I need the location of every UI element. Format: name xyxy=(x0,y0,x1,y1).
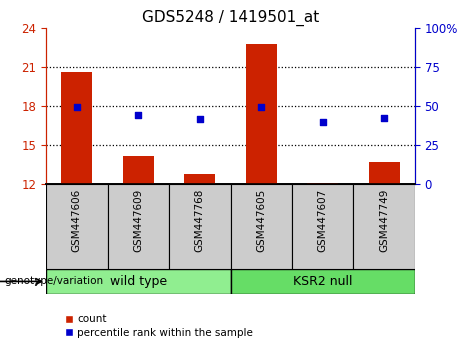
Bar xyxy=(107,184,169,269)
Bar xyxy=(61,73,92,184)
Bar xyxy=(46,184,107,269)
Text: KSR2 null: KSR2 null xyxy=(293,275,353,288)
Bar xyxy=(123,155,154,184)
Text: GSM447607: GSM447607 xyxy=(318,188,328,252)
Bar xyxy=(184,174,215,184)
Text: GSM447768: GSM447768 xyxy=(195,188,205,252)
Text: GSM447749: GSM447749 xyxy=(379,188,389,252)
Point xyxy=(258,105,265,110)
Text: GSM447605: GSM447605 xyxy=(256,188,266,252)
Bar xyxy=(292,184,354,269)
Bar xyxy=(354,184,415,269)
Bar xyxy=(369,162,400,184)
Bar xyxy=(307,183,338,184)
Point xyxy=(73,105,81,110)
Text: GSM447609: GSM447609 xyxy=(133,188,143,252)
Bar xyxy=(246,44,277,184)
Text: genotype/variation: genotype/variation xyxy=(5,276,104,286)
Bar xyxy=(230,269,415,294)
Point xyxy=(196,116,203,122)
Bar xyxy=(169,184,230,269)
Point xyxy=(319,119,326,125)
Text: GSM447606: GSM447606 xyxy=(72,188,82,252)
Point xyxy=(135,113,142,118)
Title: GDS5248 / 1419501_at: GDS5248 / 1419501_at xyxy=(142,9,319,25)
Bar xyxy=(230,184,292,269)
Bar xyxy=(46,269,230,294)
Point xyxy=(380,115,388,121)
Text: wild type: wild type xyxy=(110,275,167,288)
Legend: count, percentile rank within the sample: count, percentile rank within the sample xyxy=(60,310,257,342)
